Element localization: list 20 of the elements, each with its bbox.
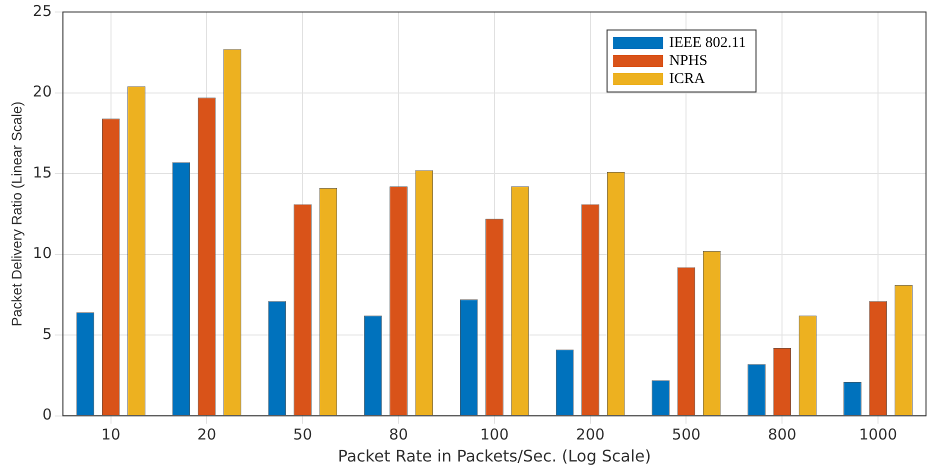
y-tick-label: 5 (42, 324, 52, 343)
y-tick-label: 25 (32, 2, 52, 20)
y-tick-label: 15 (32, 163, 52, 182)
x-tick-label: 80 (388, 426, 408, 444)
x-tick-label: 1000 (858, 426, 898, 444)
x-tick-label: 100 (480, 426, 509, 444)
x-tick-label: 800 (768, 426, 796, 444)
legend-label: IEEE 802.11 (669, 34, 746, 51)
x-axis-title: Packet Rate in Packets/Sec. (Log Scale) (338, 446, 651, 466)
y-tick-label: 10 (32, 244, 52, 262)
legend-label: ICRA (669, 70, 706, 87)
legend-label: NPHS (669, 52, 708, 69)
x-tick-label: 10 (101, 426, 120, 444)
y-tick-label: 0 (42, 406, 52, 424)
y-axis-title: Packet Delivery Ratio (Linear Scale) (8, 101, 24, 326)
y-tick-label: 20 (32, 82, 52, 101)
x-tick-label: 500 (672, 426, 701, 444)
x-tick-label: 200 (576, 426, 605, 444)
x-tick-label: 20 (197, 426, 216, 444)
x-tick-label: 50 (293, 426, 312, 444)
